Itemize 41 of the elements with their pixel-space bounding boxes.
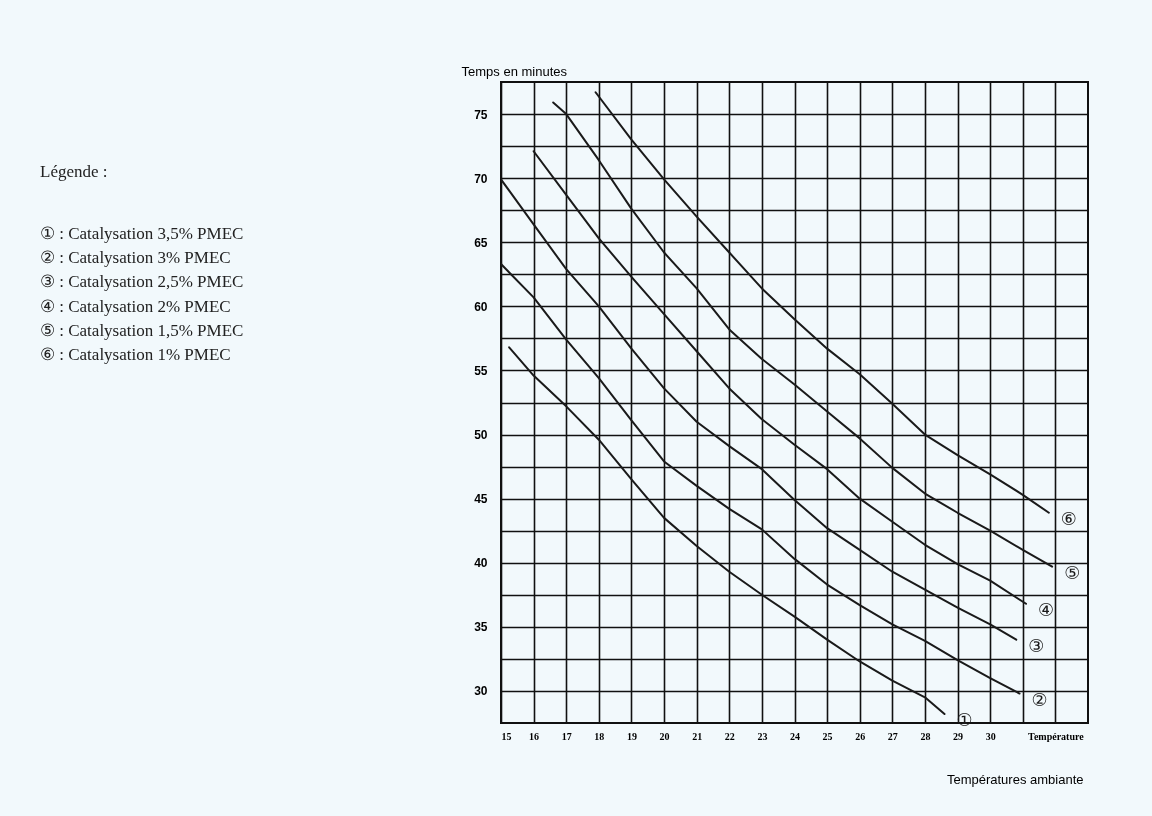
x-tick-label: 22 (724, 730, 735, 742)
y-tick-label: 75 (474, 107, 488, 122)
x-tick-label: 29 (953, 730, 964, 742)
x-tick-label: Température (1028, 730, 1085, 742)
y-tick-label: 55 (474, 363, 488, 378)
y-tick-label: 60 (474, 299, 488, 314)
series-label: ⑤ (1064, 561, 1081, 583)
text: ③ : Catalysation 2,5% PMEC (40, 272, 244, 292)
text: ④ : Catalysation 2% PMEC (40, 296, 231, 316)
y-tick-label: 45 (474, 492, 488, 507)
series-label: ④ (1038, 598, 1055, 620)
x-tick-label: 23 (757, 730, 768, 742)
x-tick-label: 20 (659, 730, 670, 742)
series-label: ② (1031, 688, 1048, 710)
x-tick-label: 28 (920, 730, 931, 742)
x-axis-title: Températures ambiante (946, 771, 1084, 787)
text: Légende : (40, 162, 108, 181)
text: ⑥ : Catalysation 1% PMEC (40, 345, 231, 364)
y-tick-label: 40 (474, 556, 488, 571)
x-tick-label: 16 (529, 730, 540, 742)
x-tick-label: 30 (985, 730, 996, 742)
text: ② : Catalysation 3% PMEC (40, 248, 231, 268)
x-tick-label: 26 (855, 730, 866, 742)
x-tick-label: 17 (561, 730, 572, 742)
x-tick-label: 15 (501, 730, 512, 742)
series-label: ③ (1028, 634, 1045, 656)
series-label: ⑥ (1060, 507, 1078, 529)
x-tick-label: 21 (692, 730, 703, 742)
text: ① : Catalysation 3,5% PMEC (40, 224, 244, 243)
y-tick-label: 65 (474, 235, 488, 250)
x-tick-label: 18 (594, 730, 605, 742)
y-tick-label: 70 (474, 171, 488, 186)
text: ⑤ : Catalysation 1,5% PMEC (40, 320, 244, 340)
y-axis-title: Temps en minutes (461, 63, 568, 79)
x-tick-label: 27 (887, 730, 898, 742)
x-tick-label: 19 (626, 730, 637, 742)
y-tick-label: 30 (474, 684, 488, 699)
y-tick-label: 50 (474, 428, 488, 443)
y-tick-label: 35 (474, 620, 488, 635)
x-tick-label: 25 (822, 730, 833, 742)
x-tick-label: 24 (790, 730, 800, 742)
